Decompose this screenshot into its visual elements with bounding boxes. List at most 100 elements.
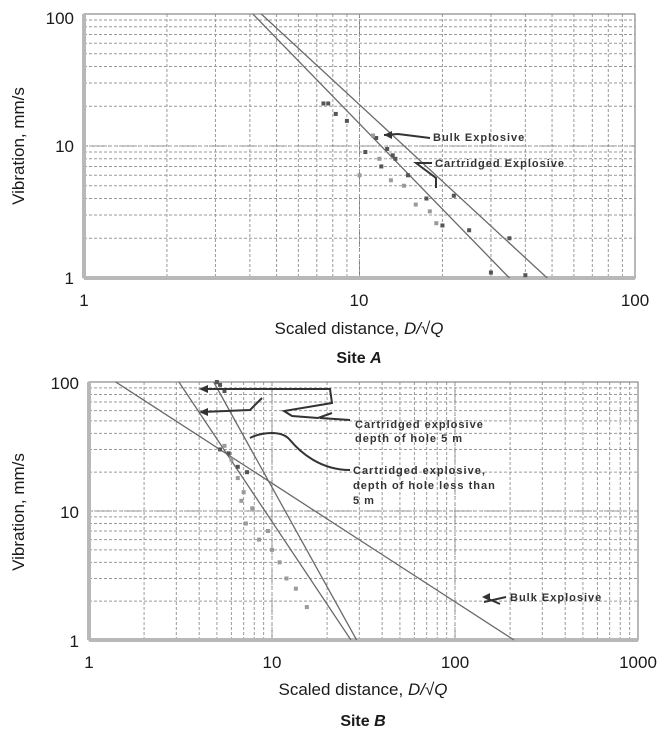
data-point-a-series-2 — [413, 202, 418, 207]
fit-line-b-2 — [178, 381, 352, 641]
data-point-a-series-1 — [406, 173, 411, 178]
arrowhead-bulk-explosive-b — [482, 593, 490, 601]
data-point-b-series-2 — [284, 576, 289, 581]
data-point-b-series-2 — [293, 586, 298, 591]
fit-lines-site-a — [252, 13, 548, 279]
data-point-b-series-2 — [277, 560, 282, 565]
x-tick-label: 1000 — [619, 653, 657, 672]
data-point-a-series-1 — [424, 196, 429, 201]
data-point-b-series-2 — [241, 490, 246, 495]
panel-title-site-a: Site A — [336, 350, 381, 367]
y-axis-label-site-a: Vibration, mm/s — [9, 87, 28, 205]
leader-cartridged-lt5m — [249, 432, 351, 471]
data-point-b-series-1 — [226, 451, 231, 456]
fit-line-a-1 — [252, 13, 510, 279]
leader-bulk-explosive-b — [483, 596, 507, 603]
panel-site-b: Cartridged explosive depth of hole 5 m C… — [9, 374, 657, 730]
arrowhead-cartridged-5m — [199, 408, 208, 416]
x-tick-label: 10 — [263, 653, 282, 672]
data-point-b-series-1 — [218, 382, 223, 387]
annotation-cartridged-lt5m-line1: Cartridged explosive, — [353, 465, 486, 477]
points-site-b — [214, 380, 309, 610]
data-point-b-series-1 — [222, 389, 227, 394]
data-point-a-series-1 — [451, 193, 456, 198]
data-point-a-series-1 — [333, 111, 338, 116]
data-point-b-series-2 — [304, 605, 309, 610]
data-point-b-series-1 — [214, 380, 219, 384]
x-tick-label: 1 — [79, 291, 88, 310]
panel-title-prefix: Site — [340, 713, 374, 730]
panel-title-site-b: Site B — [340, 713, 385, 730]
x-tick-label: 100 — [621, 291, 649, 310]
fit-line-b-1 — [115, 381, 515, 641]
panel-site-a: Bulk Explosive Cartridged Explosive 100 … — [9, 9, 649, 367]
arrowhead-bulk-explosive-a — [384, 131, 392, 139]
data-point-a-series-1 — [507, 236, 512, 241]
fit-lines-site-b — [115, 381, 515, 641]
data-point-a-series-1 — [393, 156, 398, 161]
data-point-a-series-2 — [401, 183, 406, 188]
annotation-cartridged-lt5m-line3: 5 m — [353, 495, 375, 507]
x-axis-label-math: D/√Q — [408, 680, 448, 699]
annotation-cartridged-5m-line2: depth of hole 5 m — [355, 433, 463, 445]
data-point-b-series-2 — [235, 476, 240, 481]
data-point-a-series-1 — [379, 164, 384, 169]
data-point-b-series-1 — [218, 447, 223, 452]
panel-title-letter: B — [374, 713, 386, 730]
arrowhead-cartridged-5m-top — [199, 385, 208, 393]
data-point-a-series-1 — [467, 228, 472, 233]
data-point-a-series-2 — [427, 209, 432, 214]
data-point-a-series-1 — [374, 135, 379, 140]
fit-line-a-2 — [260, 13, 548, 279]
data-point-a-series-1 — [344, 118, 349, 123]
data-point-a-series-1 — [390, 153, 395, 158]
x-tick-label: 10 — [350, 291, 369, 310]
grid-site-a — [84, 13, 636, 278]
x-axis-label-math: D/√Q — [404, 319, 444, 338]
data-point-a-series-2 — [434, 221, 439, 226]
data-point-a-series-2 — [377, 156, 382, 161]
x-axis-label-text: Scaled distance, — [278, 680, 407, 699]
annotation-bulk-explosive-a: Bulk Explosive — [433, 132, 525, 144]
leader-cartridged-5m — [202, 388, 351, 421]
data-point-b-series-2 — [250, 506, 255, 511]
data-point-b-series-2 — [222, 443, 227, 448]
data-point-b-series-2 — [265, 528, 270, 533]
data-point-a-series-2 — [371, 133, 376, 138]
points-site-a — [321, 101, 528, 278]
annotation-cartridged-5m-line1: Cartridged explosive — [355, 419, 484, 431]
data-point-b-series-2 — [229, 457, 234, 462]
panel-title-letter: A — [369, 350, 382, 367]
leader-cartridged-5m-arrow — [201, 397, 263, 413]
annotation-cartridged-lt5m-line2: depth of hole less than — [353, 480, 496, 492]
x-axis-label-text: Scaled distance, — [274, 319, 403, 338]
data-point-a-series-1 — [440, 223, 445, 228]
y-tick-label: 100 — [51, 374, 79, 393]
annotation-bulk-explosive-b: Bulk Explosive — [510, 592, 602, 604]
data-point-a-series-1 — [363, 150, 368, 155]
data-point-a-series-1 — [321, 101, 326, 106]
data-point-b-series-2 — [270, 547, 274, 552]
data-point-b-series-2 — [257, 537, 262, 542]
data-point-a-series-1 — [523, 273, 528, 278]
panel-title-prefix: Site — [336, 350, 370, 367]
y-tick-label: 10 — [60, 503, 79, 522]
data-point-a-series-2 — [357, 173, 362, 178]
data-point-b-series-2 — [239, 498, 244, 503]
fit-line-b-3 — [213, 381, 358, 641]
y-tick-label: 1 — [65, 269, 74, 288]
data-point-a-series-2 — [388, 178, 393, 183]
x-axis-label-site-b: Scaled distance, D/√Q — [278, 680, 447, 699]
y-tick-label: 10 — [55, 137, 74, 156]
y-axis-label-site-b: Vibration, mm/s — [9, 453, 28, 571]
grid-site-b — [89, 381, 639, 640]
x-tick-label: 1 — [84, 653, 93, 672]
x-tick-label: 100 — [441, 653, 469, 672]
data-point-b-series-1 — [235, 464, 240, 469]
y-tick-label: 100 — [46, 9, 74, 28]
annotation-cartridged-explosive-a: Cartridged Explosive — [435, 158, 565, 170]
data-point-b-series-1 — [244, 470, 249, 475]
y-tick-label: 1 — [70, 632, 79, 651]
